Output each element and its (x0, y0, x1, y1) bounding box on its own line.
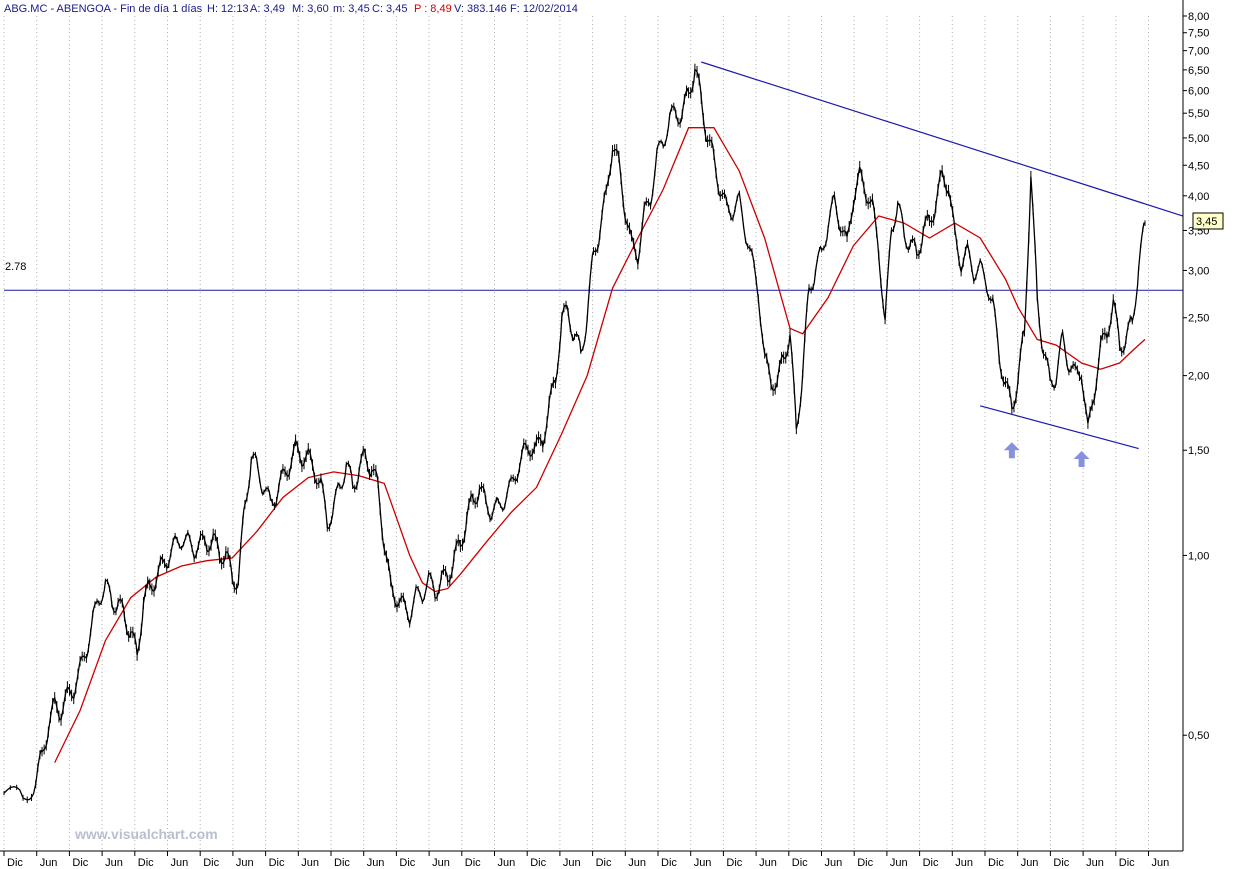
time-tick-label: Jun (890, 857, 908, 869)
last-price-label: 3,45 (1196, 216, 1217, 228)
header-hour: H: 12:13 (207, 3, 249, 15)
time-tick-label: Jun (759, 857, 777, 869)
price-tick-label: 0,50 (1188, 730, 1209, 742)
moving-average-line (54, 127, 1146, 763)
time-tick-label: Dic (7, 857, 23, 869)
header-volume: V: 383.146 (454, 3, 507, 15)
time-tick-label: Dic (465, 857, 481, 869)
header-open: A: 3,49 (250, 3, 285, 15)
time-tick-label: Jun (367, 857, 385, 869)
time-tick-label: Jun (1152, 857, 1170, 869)
time-tick-label: Dic (72, 857, 88, 869)
trendline (701, 61, 1184, 217)
time-tick-label: Dic (1053, 857, 1069, 869)
last-price-box (1192, 212, 1224, 230)
time-tick-label: Dic (923, 857, 939, 869)
time-tick-label: Jun (40, 857, 58, 869)
time-tick-label: Jun (694, 857, 712, 869)
time-axis: Dic Jun Dic Jun Dic Jun Dic Jun Dic Jun Dic Jun Dic J… (0, 850, 1183, 869)
price-tick-label: 1,50 (1188, 445, 1209, 457)
header-high: M: 3,60 (292, 3, 329, 15)
price-tick-label: 6,00 (1188, 86, 1209, 98)
moving-average-path (54, 127, 1146, 763)
time-tick-label: Dic (269, 857, 285, 869)
arrow-markers (1003, 442, 1090, 468)
header-close: C: 3,45 (372, 3, 407, 15)
header-percent: P : 8,49 (414, 3, 452, 15)
time-tick-label: Jun (301, 857, 319, 869)
price-tick-label: 3,00 (1188, 265, 1209, 277)
header-symbol: ABG.MC - ABENGOA - Fin de día 1 días (4, 3, 203, 15)
header-low: m: 3,45 (333, 3, 370, 15)
trendline (980, 405, 1139, 450)
price-tick-label: 7,50 (1188, 28, 1209, 40)
time-tick-label: Jun (432, 857, 450, 869)
price-tick-label: 2,50 (1188, 313, 1209, 325)
price-tick-label: 5,00 (1188, 133, 1209, 145)
time-tick-label: Jun (498, 857, 516, 869)
price-tick-label: 2,00 (1188, 371, 1209, 383)
watermark: www.visualchart.com (74, 826, 218, 842)
time-tick-label: Dic (530, 857, 546, 869)
time-tick-label: Jun (1086, 857, 1104, 869)
price-tick-label: 8,00 (1188, 11, 1209, 23)
time-tick-label: Dic (661, 857, 677, 869)
header-bar: ABG.MC - ABENGOA - Fin de día 1 días H: … (4, 3, 578, 15)
time-tick-label: Jun (563, 857, 581, 869)
time-tick-label: Dic (1119, 857, 1135, 869)
price-series (3, 63, 1146, 804)
last-price-tag: 3,45 (1192, 212, 1224, 230)
price-tick-label: 4,50 (1188, 160, 1209, 172)
time-tick-label: Jun (628, 857, 646, 869)
time-tick-label: Dic (988, 857, 1004, 869)
time-tick-label: Dic (596, 857, 612, 869)
price-tick-label: 4,00 (1188, 191, 1209, 203)
time-tick-label: Jun (1021, 857, 1039, 869)
time-tick-label: Dic (399, 857, 415, 869)
time-tick-label: Dic (726, 857, 742, 869)
time-tick-label: Jun (105, 857, 123, 869)
price-tick-label: 1,00 (1188, 550, 1209, 562)
price-tick-label: 7,00 (1188, 46, 1209, 58)
price-tick-label: 6,50 (1188, 65, 1209, 77)
level-label: 2.78 (5, 261, 26, 273)
time-tick-label: Jun (955, 857, 973, 869)
up-arrow-icon (1073, 451, 1090, 468)
time-tick-label: Jun (825, 857, 843, 869)
price-line (3, 68, 1146, 801)
time-tick-label: Dic (334, 857, 350, 869)
time-tick-label: Jun (236, 857, 254, 869)
trendlines (701, 61, 1184, 450)
up-arrow-icon (1003, 442, 1020, 459)
time-tick-label: Dic (792, 857, 808, 869)
time-tick-label: Jun (171, 857, 189, 869)
time-tick-label: Dic (138, 857, 154, 869)
time-tick-label: Dic (857, 857, 873, 869)
price-tick-label: 5,50 (1188, 108, 1209, 120)
time-tick-label: Dic (203, 857, 219, 869)
header-date: F: 12/02/2014 (510, 3, 578, 15)
